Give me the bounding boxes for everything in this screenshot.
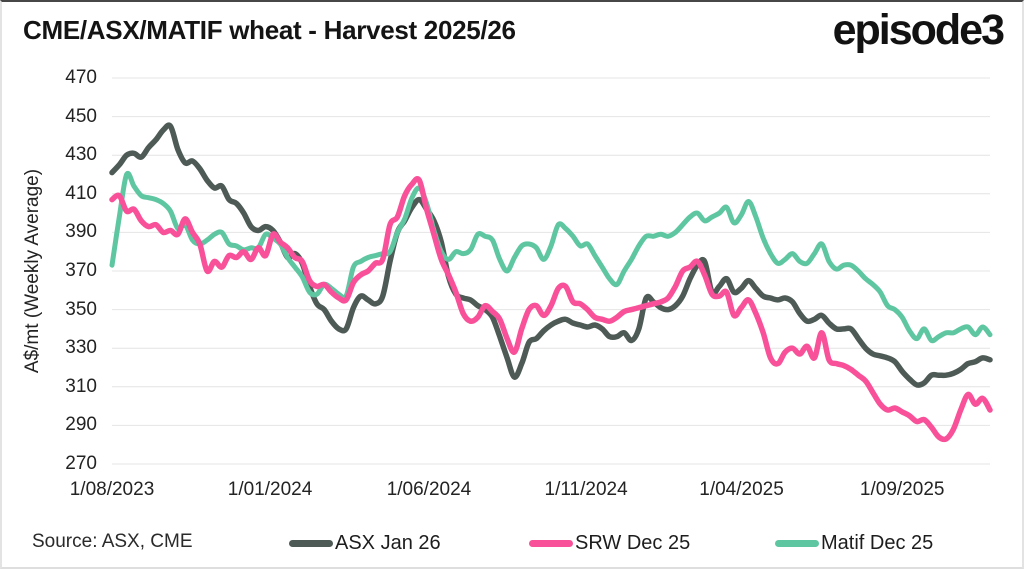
chart-footer: Source: ASX, CME ASX Jan 26 SRW Dec 25 M… bbox=[2, 522, 1022, 564]
source-note: Source: ASX, CME bbox=[32, 531, 193, 552]
y-tick-label-430: 430 bbox=[65, 144, 97, 166]
y-tick-label-370: 370 bbox=[65, 260, 97, 281]
y-tick-label-450: 450 bbox=[65, 105, 97, 127]
legend-swatch-asx bbox=[289, 539, 333, 547]
y-tick-label-290: 290 bbox=[65, 414, 97, 436]
y-tick-label-270: 270 bbox=[65, 453, 97, 474]
legend-label-asx: ASX Jan 26 bbox=[335, 531, 441, 554]
page-title: CME/ASX/MATIF wheat - Harvest 2025/26 bbox=[23, 15, 516, 45]
y-tick-label-410: 410 bbox=[65, 182, 97, 204]
line-series-asx-jan-26 bbox=[109, 122, 993, 388]
episode3-logo: episode3 bbox=[832, 6, 1005, 54]
y-tick-label-390: 390 bbox=[65, 221, 97, 243]
legend-item-srw-dec-25: SRW Dec 25 bbox=[529, 522, 690, 564]
legend-label-matif: Matif Dec 25 bbox=[821, 531, 934, 554]
x-tick-label-1-08-2023: 1/08/2023 bbox=[69, 479, 155, 500]
line-series-matif-dec-25 bbox=[109, 170, 993, 344]
x-tick-label-1-11-2024: 1/11/2024 bbox=[544, 479, 628, 500]
line-series-srw-dec-25 bbox=[109, 176, 993, 443]
y-tick-label-470: 470 bbox=[65, 67, 97, 88]
y-tick-label-350: 350 bbox=[65, 298, 97, 320]
x-tick-label-1-01-2024: 1/01/2024 bbox=[227, 479, 313, 500]
x-tick-label-1-04-2025: 1/04/2025 bbox=[699, 479, 784, 500]
y-tick-label-330: 330 bbox=[65, 337, 97, 359]
legend-label-srw: SRW Dec 25 bbox=[575, 531, 691, 554]
x-tick-label-1-09-2025: 1/09/2025 bbox=[859, 479, 945, 500]
legend-swatch-srw bbox=[529, 539, 573, 547]
legend-item-matif-dec-25: Matif Dec 25 bbox=[775, 522, 933, 564]
y-tick-label-310: 310 bbox=[65, 375, 97, 397]
legend-item-asx-jan-26: ASX Jan 26 bbox=[289, 522, 441, 564]
legend-swatch-matif bbox=[775, 539, 819, 547]
x-tick-label-1-06-2024: 1/06/2024 bbox=[386, 479, 472, 500]
